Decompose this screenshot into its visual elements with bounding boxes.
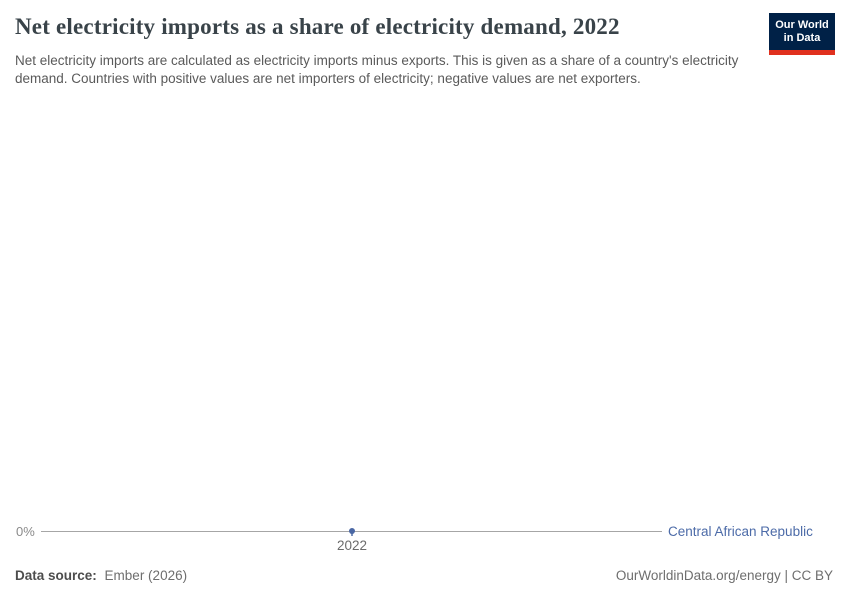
- y-axis-zero-label: 0%: [16, 524, 35, 539]
- x-axis-tick-label: 2022: [336, 538, 368, 553]
- entity-label[interactable]: Central African Republic: [668, 524, 813, 539]
- logo-text-line1: Our World: [775, 19, 829, 31]
- data-point-marker[interactable]: [349, 528, 355, 534]
- data-source-value: Ember (2026): [104, 568, 188, 583]
- logo-text-line2: in Data: [783, 32, 821, 44]
- chart-title: Net electricity imports as a share of el…: [15, 14, 620, 39]
- owid-logo[interactable]: Our World in Data: [769, 13, 835, 55]
- data-source-label: Data source:: [15, 568, 97, 583]
- footer-license-link[interactable]: OurWorldinData.org/energy | CC BY: [615, 568, 833, 583]
- chart-subtitle: Net electricity imports are calculated a…: [15, 53, 739, 86]
- data-source: Data source: Ember (2026): [15, 568, 187, 583]
